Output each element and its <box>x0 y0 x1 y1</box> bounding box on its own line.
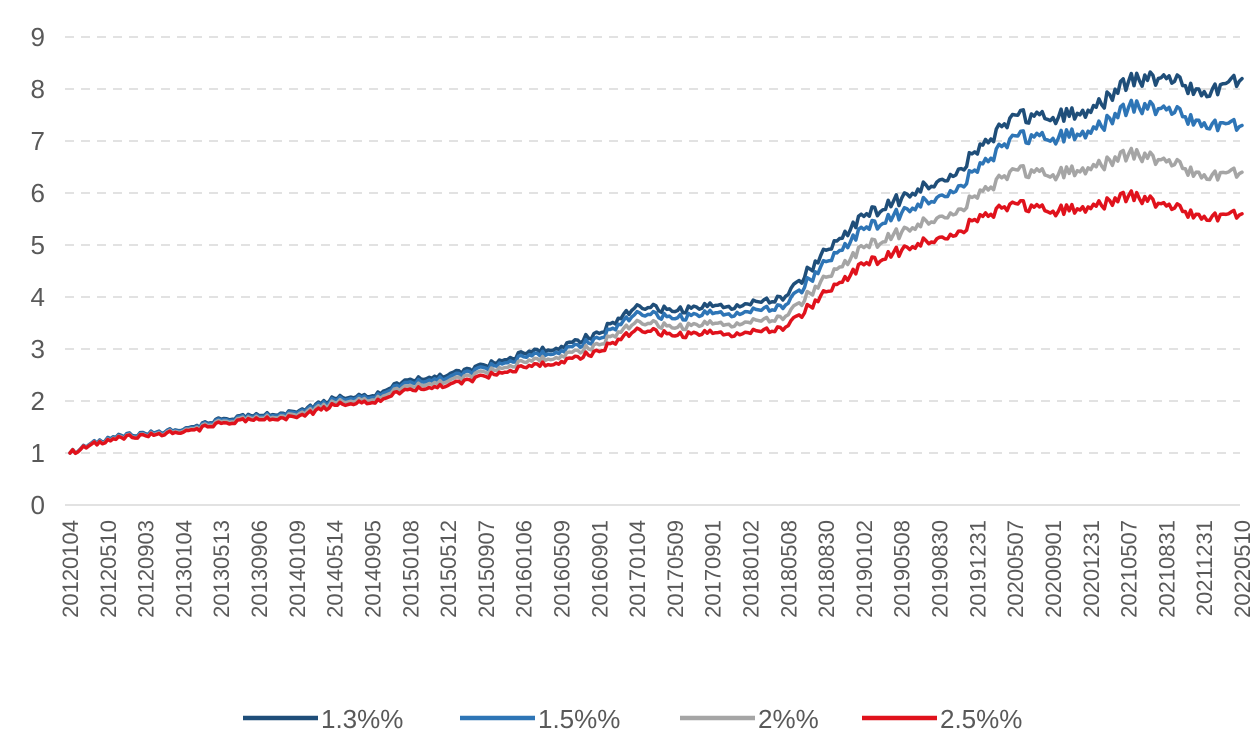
x-tick-label: 20160901 <box>587 520 612 618</box>
y-tick-label: 2 <box>31 386 45 416</box>
x-tick-label: 20180508 <box>776 520 801 618</box>
legend-label-3: 2%% <box>758 704 819 734</box>
x-tick-label: 20120104 <box>58 520 83 618</box>
legend-label-4: 2.5%% <box>940 704 1022 734</box>
series-line-4 <box>68 189 1244 456</box>
x-tick-label: 20140109 <box>285 520 310 618</box>
x-tick-label: 20170901 <box>701 520 726 618</box>
x-tick-label: 20180830 <box>814 520 839 618</box>
x-axis-tick-labels: 20120104 20120510 20120903 20130104 20130513… <box>58 520 1254 618</box>
legend: 1.3%% 1.5%% 2%% 2.5%% <box>243 704 1022 734</box>
x-tick-label: 20190102 <box>852 520 877 618</box>
x-tick-label: 20160106 <box>512 520 537 618</box>
y-tick-label: 4 <box>31 282 45 312</box>
y-tick-label: 6 <box>31 178 45 208</box>
gridlines <box>65 36 1240 506</box>
x-tick-label: 20170104 <box>625 520 650 618</box>
x-tick-label: 20140514 <box>323 520 348 618</box>
y-tick-label: 0 <box>31 490 45 520</box>
x-tick-label: 20191231 <box>965 520 990 618</box>
y-tick-label: 5 <box>31 230 45 260</box>
legend-label-1: 1.3%% <box>321 704 403 734</box>
y-tick-label: 7 <box>31 126 45 156</box>
x-tick-label: 20211231 <box>1192 520 1217 616</box>
x-tick-label: 20130513 <box>209 520 234 618</box>
x-tick-label: 20160509 <box>549 520 574 618</box>
x-tick-label: 20200507 <box>1003 520 1028 618</box>
y-tick-label: 1 <box>31 438 45 468</box>
x-tick-label: 20150108 <box>398 520 423 618</box>
x-tick-label: 20210507 <box>1117 520 1142 618</box>
x-tick-label: 20170509 <box>663 520 688 618</box>
y-tick-label: 3 <box>31 334 45 364</box>
y-tick-label: 9 <box>31 22 45 52</box>
x-tick-label: 20220510 <box>1230 520 1254 618</box>
x-tick-label: 20130104 <box>171 520 196 618</box>
x-tick-label: 20210831 <box>1154 520 1179 618</box>
x-tick-label: 20190830 <box>928 520 953 618</box>
x-tick-label: 20140905 <box>360 520 385 618</box>
x-tick-label: 20120903 <box>134 520 159 618</box>
x-tick-label: 20200901 <box>1041 520 1066 618</box>
x-tick-label: 20150512 <box>436 520 461 618</box>
x-tick-label: 20201231 <box>1079 520 1104 618</box>
series-line-3 <box>68 146 1244 455</box>
series-line-2 <box>68 98 1244 455</box>
series-lines <box>68 70 1244 456</box>
x-tick-label: 20150907 <box>474 520 499 618</box>
y-tick-label: 8 <box>31 74 45 104</box>
x-tick-label: 20130906 <box>247 520 272 618</box>
legend-label-2: 1.5%% <box>538 704 620 734</box>
x-tick-label: 20120510 <box>96 520 121 618</box>
x-tick-label: 20180102 <box>739 520 764 618</box>
y-axis-tick-labels: 0 1 2 3 4 5 6 7 8 9 <box>31 22 45 520</box>
x-tick-label: 20190508 <box>890 520 915 618</box>
